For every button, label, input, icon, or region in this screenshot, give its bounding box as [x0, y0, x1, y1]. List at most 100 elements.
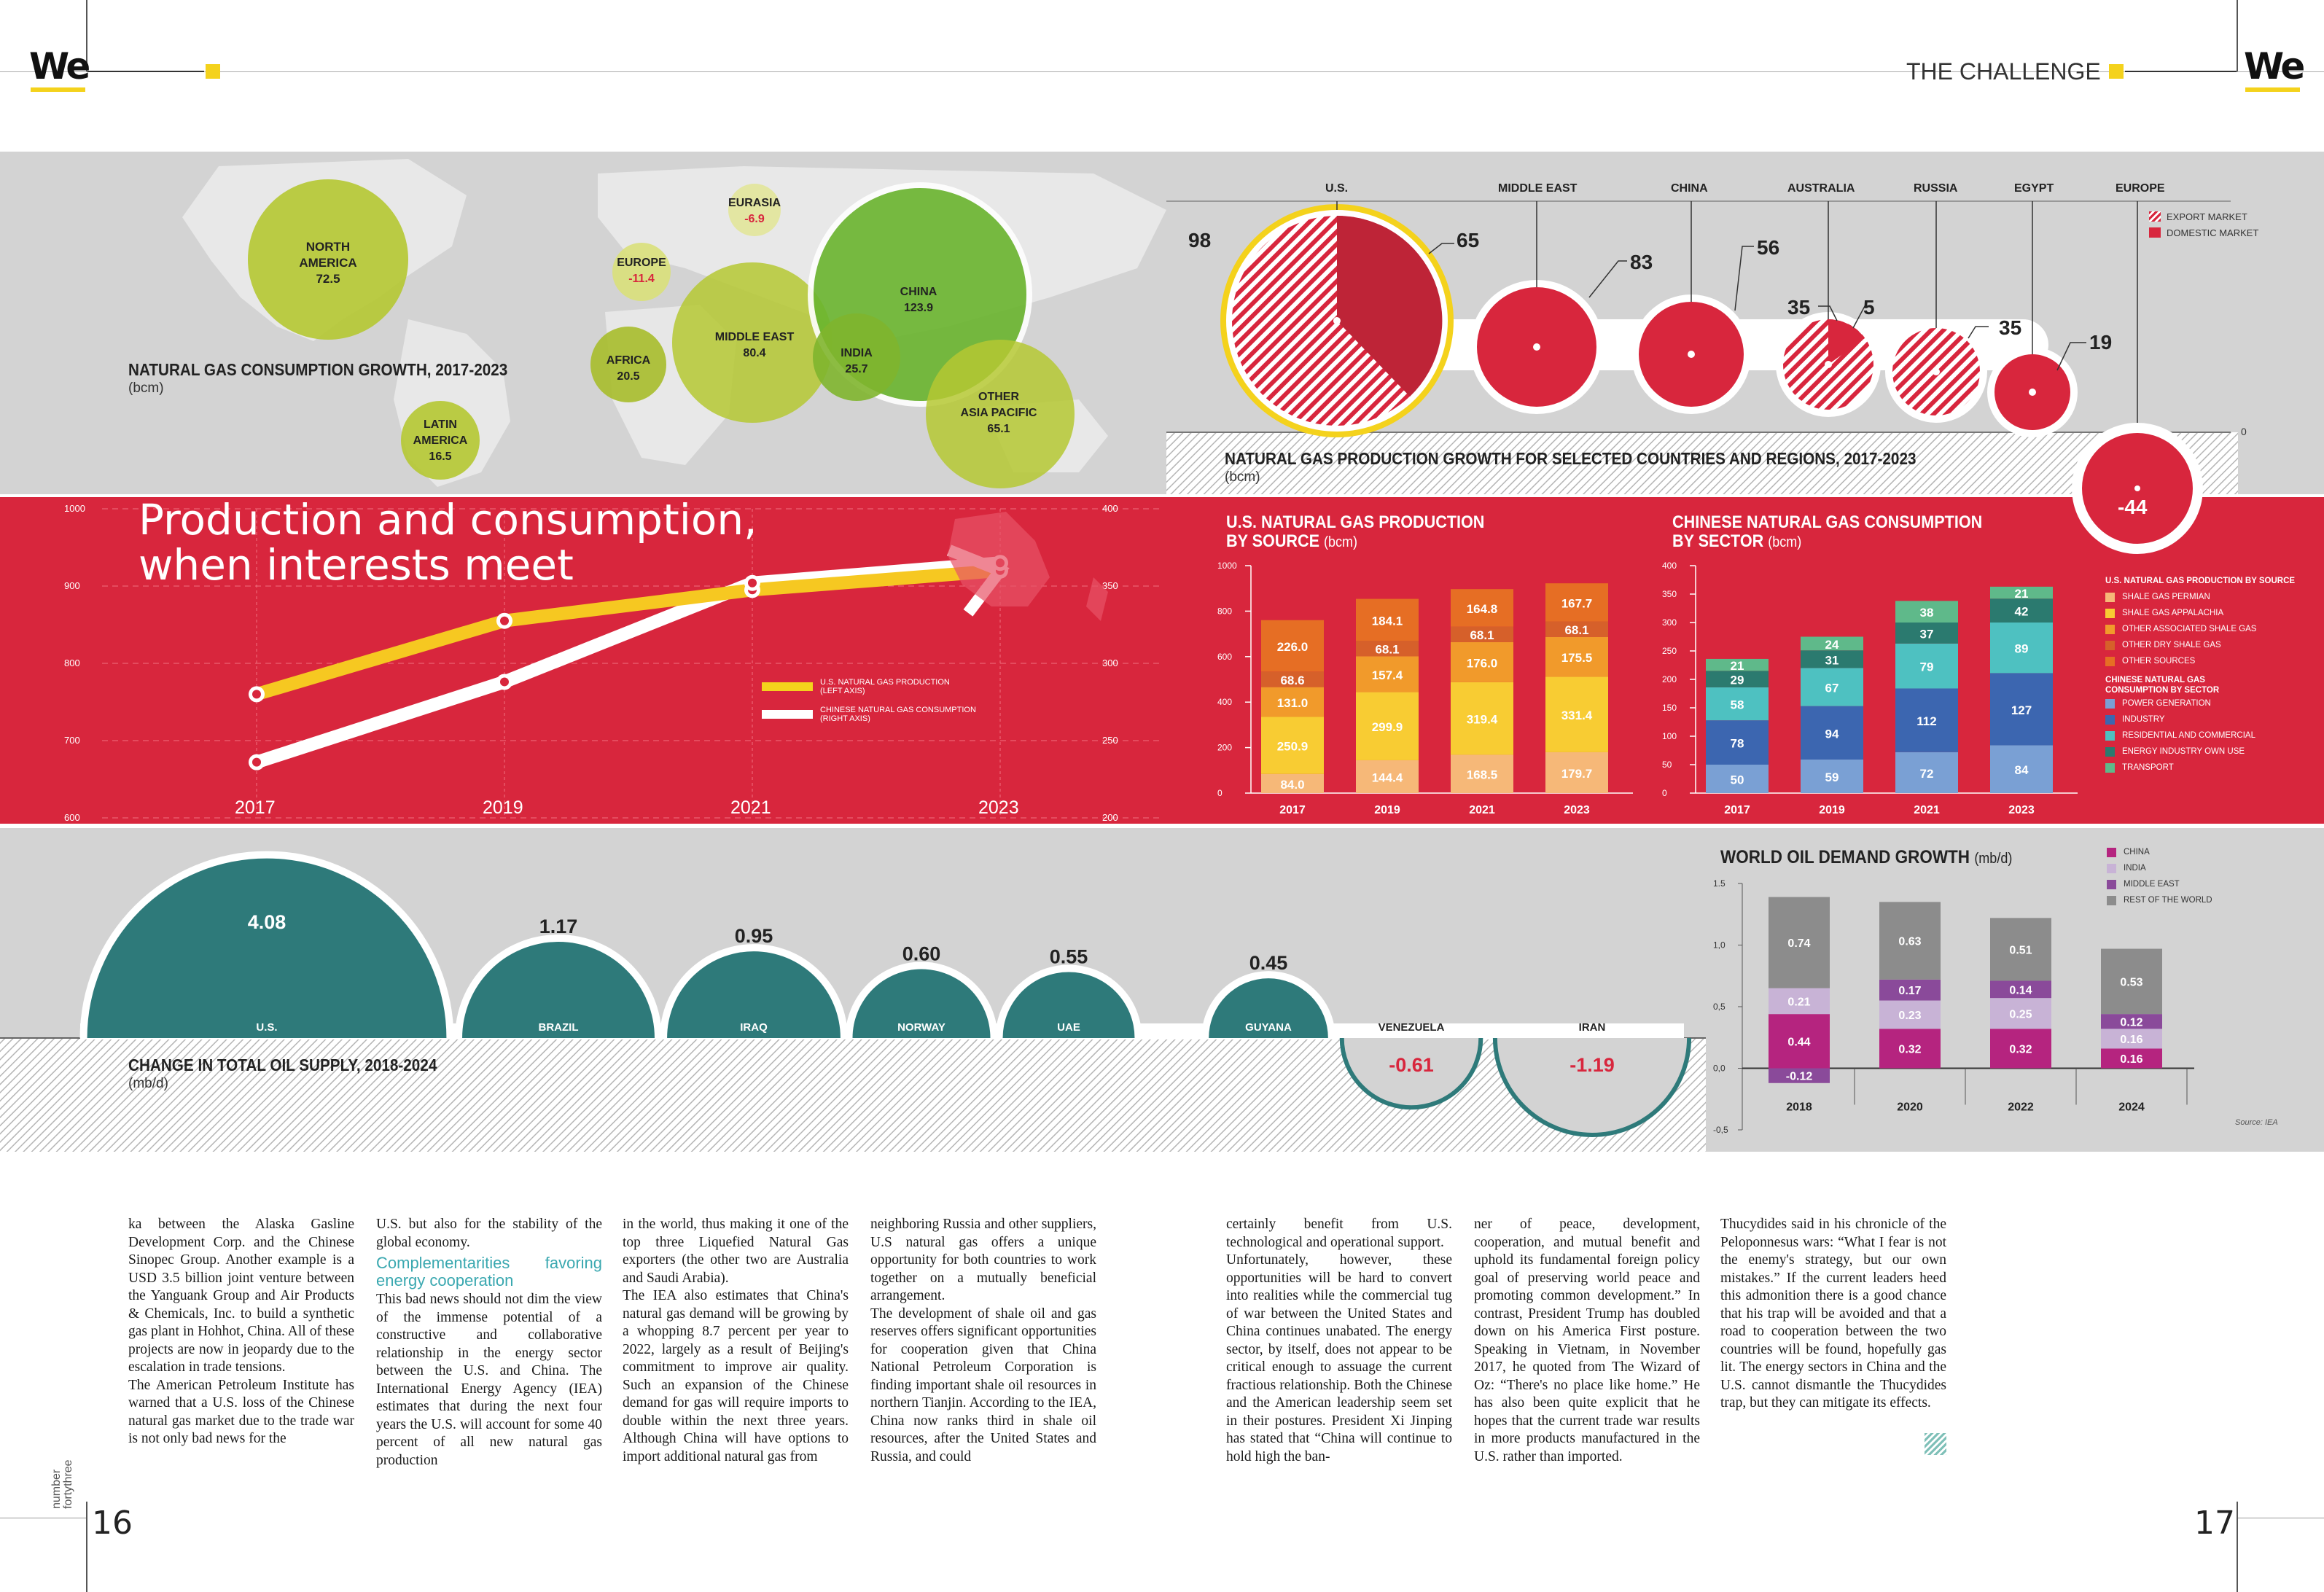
oil-bubble-uae: 0.55 UAE — [995, 946, 1142, 1038]
footer-rule-left — [86, 1502, 87, 1592]
cn-cons-chart: 4003503002502001501005005078582921201759… — [1662, 561, 2078, 816]
bar-value-label: 299.9 — [1372, 720, 1403, 734]
legend-item: SHALE GAS PERMIAN — [2105, 589, 2317, 605]
bubble-value: -1.19 — [1570, 1054, 1615, 1076]
bar-segment — [1801, 706, 1863, 760]
y-tick-label: 600 — [1217, 652, 1232, 662]
consumption-map — [182, 159, 1166, 488]
article-col-1: ka between the Alaska Gasline Developmen… — [128, 1217, 354, 1446]
end-mark — [1925, 1433, 1946, 1455]
article-col-6: ner of peace, development, cooperation, … — [1474, 1217, 1700, 1464]
bar-value-label: 184.1 — [1372, 614, 1403, 628]
y-tick-label: 0 — [1217, 788, 1223, 798]
bar-segment — [1545, 621, 1608, 637]
bubble-label: NORWAY — [897, 1021, 945, 1034]
legend-item: OTHER SOURCES — [2105, 653, 2317, 669]
bar-segment — [1545, 676, 1608, 752]
x-category-label: 2020 — [1897, 1101, 1923, 1114]
legend-label: INDUSTRY — [2122, 715, 2165, 724]
bar-segment — [1895, 623, 1958, 644]
bar-value-label: 0.63 — [1898, 936, 1921, 948]
bar-value-label: 37 — [1920, 627, 1934, 641]
bubble-india — [813, 313, 900, 401]
bar-value-label: 42 — [2015, 605, 2029, 619]
bar-value-label: 0.16 — [2120, 1034, 2142, 1046]
x-category-label: 2024 — [2118, 1101, 2145, 1114]
legend-label: TRANSPORT — [2122, 763, 2174, 772]
bar-value-label: 0.12 — [2120, 1016, 2142, 1029]
bar-segment — [1356, 641, 1419, 657]
bar-segment — [1545, 752, 1608, 793]
legend-item: MIDDLE EAST — [2107, 876, 2212, 892]
bar-segment — [1990, 673, 2053, 746]
yellow-square-left — [206, 64, 220, 79]
bar-value-label: 168.5 — [1467, 768, 1498, 782]
bar-value-label: 29 — [1731, 674, 1744, 687]
map-labels: NORTH AMERICA 72.5 EUROPE -11.4 EURASIA -6.… — [0, 152, 1166, 494]
bar-segment — [1769, 897, 1830, 988]
bar-segment — [1261, 620, 1324, 672]
bar-segment — [1769, 1068, 1830, 1083]
bar-value-label: 0.21 — [1787, 996, 1810, 1008]
bar-value-label: 127 — [2011, 703, 2032, 717]
bar-segment — [1895, 752, 1958, 793]
bar-value-label: 0.17 — [1898, 985, 1921, 997]
x-category-label: 2021 — [1914, 804, 1940, 816]
bar-segment — [1769, 1014, 1830, 1069]
bar-value-label: 31 — [1825, 653, 1839, 667]
legend-item: RESIDENTIAL AND COMMERCIAL — [2105, 727, 2317, 744]
bubble-outline — [1339, 1037, 1483, 1110]
legend-swatch — [2105, 730, 2115, 741]
bar-value-label: 319.4 — [1467, 713, 1498, 727]
yellow-square-right — [2109, 64, 2124, 79]
y-tick-label: 400 — [1217, 697, 1232, 707]
x-category-label: 2018 — [1786, 1101, 1812, 1114]
bar-segment — [2101, 1029, 2162, 1049]
header-line-left — [87, 71, 204, 72]
consumption-map-unit: (bcm) — [128, 381, 164, 396]
legend-swatch — [2105, 698, 2115, 709]
label-europe: EUROPE -11.4 — [617, 257, 666, 285]
y-tick-label: 150 — [1662, 703, 1677, 713]
header-rule-right — [2237, 0, 2238, 71]
bubble-europe — [612, 243, 671, 301]
bar-segment — [1451, 754, 1513, 793]
bubble-label: UAE — [1057, 1021, 1080, 1034]
oil-bubble-iraq: 0.95 IRAQ — [660, 925, 848, 1038]
x-category-label: 2019 — [1374, 804, 1400, 816]
bubble-label: BRAZIL — [539, 1021, 579, 1034]
bubble-fill — [462, 942, 655, 1038]
oil-demand-source: Source: IEA — [2235, 1118, 2278, 1127]
value-us-domestic: 65 — [1457, 229, 1480, 251]
legend-swatch — [2107, 879, 2116, 889]
bubble-africa — [590, 327, 666, 402]
left-tick: 600 — [64, 812, 80, 823]
bar-value-label: 24 — [1825, 638, 1839, 652]
header-rule-left — [86, 0, 87, 71]
bar-value-label: 58 — [1731, 698, 1744, 712]
logo-left: We — [29, 45, 90, 92]
value-egypt: 19 — [2089, 331, 2113, 354]
bar-segment — [1801, 636, 1863, 651]
bar-value-label: 84.0 — [1280, 778, 1304, 792]
bar-segment — [1990, 1029, 2051, 1069]
bar-value-label: 94 — [1825, 727, 1839, 741]
bar-value-label: 72 — [1920, 767, 1934, 781]
bubble-value: -0.61 — [1389, 1054, 1434, 1076]
side-legend: U.S. NATURAL GAS PRODUCTION BY SOURCE SH… — [2105, 573, 2317, 776]
bar-segment — [1356, 656, 1419, 692]
bar-value-label: 175.5 — [1561, 651, 1593, 665]
bar-segment — [1879, 1029, 1941, 1069]
oil-bubble-guyana: 0.45 GUYANA — [1201, 952, 1335, 1038]
bar-segment — [2101, 1014, 2162, 1029]
y-tick-label: 300 — [1662, 617, 1677, 628]
country-egypt: EGYPT — [2014, 182, 2054, 195]
x-category-label: 2023 — [1564, 804, 1590, 816]
y-tick-label: 250 — [1662, 646, 1677, 656]
section-title: THE CHALLENGE — [1906, 58, 2101, 85]
bar-value-label: 84 — [2015, 763, 2029, 777]
legend-label: OTHER SOURCES — [2122, 657, 2196, 666]
bar-value-label: 131.0 — [1277, 696, 1309, 710]
bar-segment — [1769, 988, 1830, 1015]
bar-value-label: 0.32 — [2009, 1043, 2032, 1056]
